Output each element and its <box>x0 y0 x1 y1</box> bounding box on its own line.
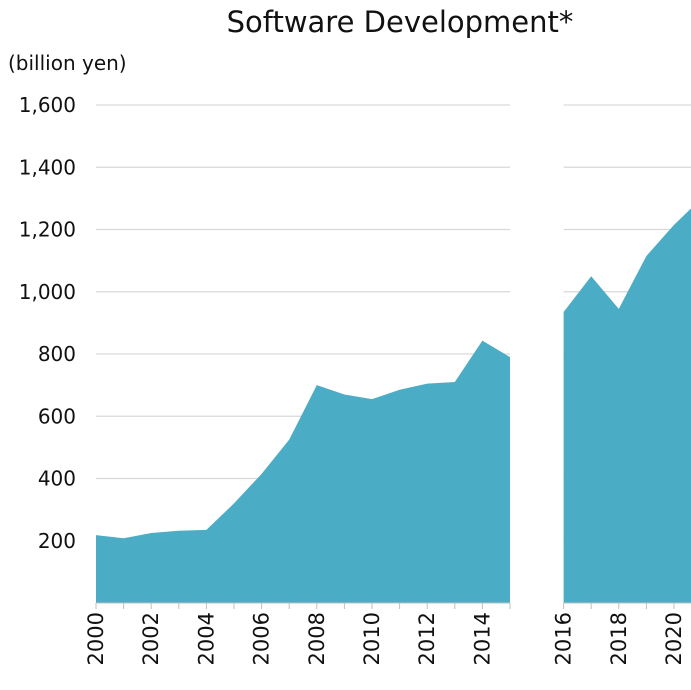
y-tick-label: 1,600 <box>19 93 76 117</box>
x-tick-label: 2008 <box>305 612 329 665</box>
area-segment-2016-2022 <box>563 208 691 603</box>
y-tick-label: 400 <box>38 467 76 491</box>
x-tick-label: 2000 <box>84 612 108 665</box>
y-axis-tick-labels: 200 400 600 800 1,000 1,200 1,400 1,600 <box>19 93 76 553</box>
area-segment-2000-2015 <box>96 340 510 603</box>
y-axis-unit-label: (billion yen) <box>8 51 127 75</box>
x-tick-label: 2010 <box>360 612 384 665</box>
y-tick-label: 1,400 <box>19 155 76 179</box>
x-axis <box>95 602 691 609</box>
x-axis-tick-labels: 2000 2002 2004 2006 2008 2010 2012 2014 2016 2018… <box>84 612 686 665</box>
x-tick-label: 2014 <box>470 612 494 665</box>
y-tick-label: 200 <box>38 529 76 553</box>
x-tick-label: 2018 <box>607 612 631 665</box>
x-tick-label: 2012 <box>415 612 439 665</box>
x-tick-label: 2016 <box>552 612 576 665</box>
y-tick-label: 800 <box>38 342 76 366</box>
y-tick-label: 600 <box>38 404 76 428</box>
chart-title: Software Development* <box>227 5 574 39</box>
y-tick-label: 1,000 <box>19 280 76 304</box>
x-tick-label: 2006 <box>250 612 274 665</box>
x-tick-label: 2002 <box>139 612 163 665</box>
y-tick-label: 1,200 <box>19 218 76 242</box>
area-series <box>96 208 691 603</box>
x-tick-label: 2004 <box>194 612 218 665</box>
x-tick-label: 2020 <box>662 612 686 665</box>
